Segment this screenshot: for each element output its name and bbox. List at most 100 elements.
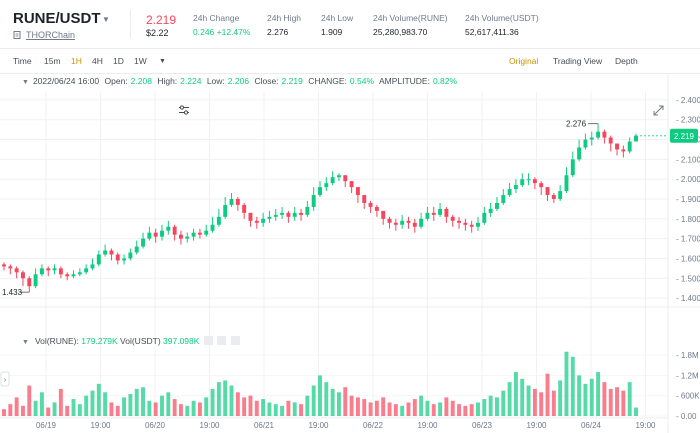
volume-bar: [425, 400, 430, 416]
candle-body: [292, 212, 297, 217]
volume-bar: [311, 385, 316, 416]
interval-1d[interactable]: 1D: [113, 56, 124, 66]
volume-bar: [570, 356, 575, 416]
volume-bar: [280, 405, 285, 416]
candle-body: [96, 254, 101, 265]
candle-body: [216, 216, 221, 225]
volume-bar: [387, 402, 392, 416]
interval-15m[interactable]: 15m: [44, 56, 61, 66]
candle-body: [539, 183, 544, 188]
volume-bar: [166, 392, 171, 416]
pair-dropdown-icon[interactable]: ▼: [102, 15, 110, 24]
volume-bar: [488, 395, 493, 416]
candle-body: [368, 202, 373, 207]
volume-bar: [520, 378, 525, 416]
volume-bar: [495, 397, 499, 416]
candle-body: [280, 212, 285, 215]
volume-bar: [337, 392, 341, 416]
volume-bar: [355, 397, 360, 416]
volume-hide-icon[interactable]: [217, 336, 227, 345]
project-name[interactable]: THORChain: [26, 30, 76, 40]
scroll-left-handle[interactable]: [0, 371, 10, 387]
settings-sliders-icon[interactable]: [178, 105, 190, 115]
candle-body: [115, 254, 120, 261]
volume-bar: [596, 372, 601, 416]
volume-bar: [583, 383, 588, 416]
collapse-volume-icon[interactable]: ▼: [22, 339, 29, 346]
stat-label-high: 24h High: [267, 13, 302, 23]
volume-bar: [318, 375, 322, 416]
ohlc-amplitude: 0.82%: [432, 76, 458, 86]
stat-label-volume-usdt: 24h Volume(USDT): [465, 13, 539, 23]
candle-body: [248, 212, 253, 221]
volume-bar: [33, 400, 38, 416]
volume-bar: [286, 400, 291, 416]
candle-body: [77, 272, 82, 275]
time-tick-label: 19:00: [199, 421, 220, 430]
interval-time[interactable]: Time: [13, 56, 32, 66]
volume-bar: [153, 402, 158, 416]
ohlc-amplitude-label: AMPLITUDE:: [378, 76, 430, 86]
expand-icon[interactable]: [653, 105, 664, 116]
candle-body: [39, 268, 44, 275]
volume-settings-icon[interactable]: [203, 336, 213, 345]
volume-bar: [615, 387, 619, 416]
volume-bar: [343, 387, 348, 416]
ticker-header: RUNE/USDT ▼ THORChain 2.219 $2.22 24h Ch…: [0, 0, 700, 49]
candle-body: [608, 137, 613, 144]
candle-body: [532, 179, 537, 184]
pair-title[interactable]: RUNE/USDT: [13, 10, 101, 27]
interval-4h[interactable]: 4H: [92, 56, 103, 66]
candle-body: [343, 175, 348, 182]
candle-body: [46, 268, 51, 271]
project-link[interactable]: THORChain: [13, 30, 75, 40]
ohlc-close-label: Close:: [254, 76, 279, 86]
volume-tick-label: - 1.2M: [676, 371, 699, 380]
candle-body: [141, 238, 145, 247]
ohlc-low-label: Low:: [206, 76, 225, 86]
candle-body: [172, 226, 177, 235]
volume-bar: [39, 392, 44, 416]
candle-body: [103, 250, 108, 255]
volume-bar: [197, 402, 202, 416]
volume-bar: [65, 405, 70, 416]
interval-1w[interactable]: 1W: [134, 56, 147, 66]
view-trading-view[interactable]: Trading View: [553, 56, 603, 66]
candle-body: [2, 264, 6, 267]
candle-body: [589, 137, 594, 140]
candle-body: [337, 175, 341, 178]
volume-close-icon[interactable]: [230, 336, 240, 345]
ohlc-high-label: High:: [157, 76, 178, 86]
volume-bar: [564, 351, 569, 416]
volume-bar: [235, 392, 240, 416]
stat-value-volume-rune: 25,280,983.70: [373, 27, 428, 37]
volume-bar: [444, 397, 449, 416]
candle-body: [84, 268, 89, 273]
collapse-ohlc-icon[interactable]: ▼: [22, 79, 29, 86]
ohlc-info: ▼ 2022/06/24 16:00 Open: 2.208 High: 2.224 …: [0, 76, 600, 90]
volume-info: ▼ Vol(RUNE): 179.279K Vol(USDT) 397.098K: [0, 336, 240, 348]
volume-tick-label: - 1.8M: [676, 351, 699, 360]
volume-bar: [438, 402, 443, 416]
volume-bar: [539, 392, 544, 416]
ohlc-close: 2.219: [281, 76, 303, 86]
volume-bar: [77, 404, 82, 416]
vol-rune-value: 179.279K: [81, 336, 118, 346]
vol-usdt-value: 397.098K: [163, 336, 200, 346]
candle-body: [393, 222, 398, 225]
candle-body: [482, 212, 487, 223]
view-depth[interactable]: Depth: [615, 56, 638, 66]
view-original[interactable]: Original: [509, 56, 539, 66]
volume-bar: [115, 405, 120, 416]
candle-body: [223, 204, 228, 217]
volume-bar: [147, 400, 152, 416]
time-tick-label: 06/21: [254, 421, 275, 430]
more-intervals-icon[interactable]: ▼: [159, 58, 166, 65]
volume-bar: [482, 399, 487, 416]
volume-bar: [374, 400, 379, 416]
candle-body: [400, 220, 405, 225]
volume-bar: [141, 387, 145, 416]
interval-1h[interactable]: 1H: [71, 56, 82, 66]
candle-body: [627, 141, 632, 152]
